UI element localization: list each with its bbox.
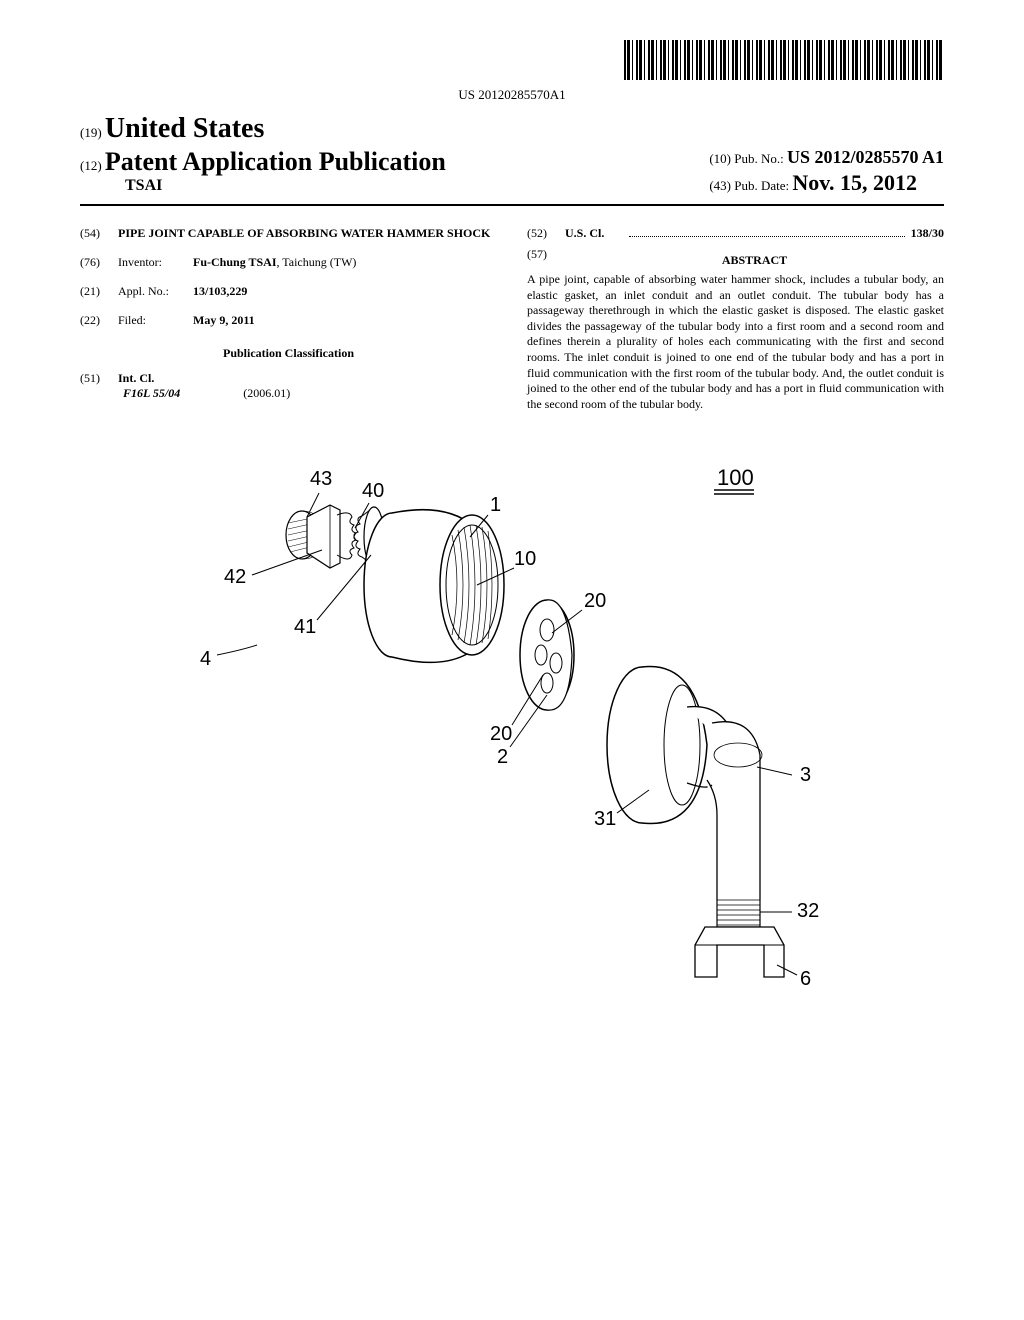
barcode-graphic	[624, 40, 944, 80]
document-header: (19) United States (12) Patent Applicati…	[80, 113, 944, 196]
code-51: (51)	[80, 371, 118, 386]
title-row: (54) PIPE JOINT CAPABLE OF ABSORBING WAT…	[80, 226, 497, 241]
elastic-gasket	[520, 600, 574, 710]
ref-2: 2	[497, 746, 508, 768]
classification-header: Publication Classification	[80, 346, 497, 361]
inventor-row: (76) Inventor: Fu-Chung TSAI, Taichung (…	[80, 255, 497, 270]
country-name: United States	[105, 113, 264, 144]
int-cl-year: (2006.01)	[243, 386, 290, 400]
publication-type: Patent Application Publication	[105, 147, 446, 176]
pub-no: US 2012/0285570 A1	[787, 147, 944, 167]
abstract-label: ABSTRACT	[565, 253, 944, 268]
applicant-name: TSAI	[125, 177, 709, 195]
ref-40: 40	[362, 480, 384, 502]
code-21: (21)	[80, 284, 118, 299]
barcode-number: US 20120285570A1	[80, 87, 944, 103]
code-19: (19)	[80, 125, 102, 140]
code-10: (10)	[709, 151, 731, 166]
int-cl-label: Int. Cl.	[118, 371, 290, 386]
pub-date-label: Pub. Date:	[734, 178, 789, 193]
inventor-location: , Taichung (TW)	[276, 255, 356, 269]
ref-100: 100	[717, 465, 754, 490]
filed-row: (22) Filed: May 9, 2011	[80, 313, 497, 328]
ref-42: 42	[224, 566, 246, 588]
us-cl-value: 138/30	[911, 226, 944, 241]
code-54: (54)	[80, 226, 118, 241]
ref-10: 10	[514, 548, 536, 570]
abstract-text: A pipe joint, capable of absorbing water…	[527, 272, 944, 412]
code-43: (43)	[709, 178, 731, 193]
appl-no: 13/103,229	[193, 284, 247, 299]
ref-3: 3	[800, 764, 811, 786]
ref-20b: 20	[490, 723, 512, 745]
pub-no-label: Pub. No.:	[734, 151, 783, 166]
int-cl-value: F16L 55/04	[123, 386, 180, 400]
ref-32: 32	[797, 900, 819, 922]
invention-title: PIPE JOINT CAPABLE OF ABSORBING WATER HA…	[118, 226, 490, 241]
code-22: (22)	[80, 313, 118, 328]
outlet-conduit	[607, 666, 784, 977]
int-cl-row: (51) Int. Cl. F16L 55/04 (2006.01)	[80, 371, 497, 401]
ref-20a: 20	[584, 590, 606, 612]
ref-6: 6	[800, 968, 811, 990]
ref-31: 31	[594, 808, 616, 830]
us-cl-label: U.S. Cl.	[565, 226, 623, 241]
us-cl-row: (52) U.S. Cl. 138/30	[527, 226, 944, 241]
ref-43: 43	[310, 468, 332, 490]
right-column: (52) U.S. Cl. 138/30 (57) ABSTRACT A pip…	[527, 226, 944, 415]
ref-4: 4	[200, 648, 211, 670]
appl-no-label: Appl. No.:	[118, 284, 193, 299]
patent-figure: 100	[152, 455, 872, 1035]
left-column: (54) PIPE JOINT CAPABLE OF ABSORBING WAT…	[80, 226, 497, 415]
inventor-name: Fu-Chung TSAI	[193, 255, 276, 269]
appl-no-row: (21) Appl. No.: 13/103,229	[80, 284, 497, 299]
inventor-label: Inventor:	[118, 255, 193, 270]
filed-label: Filed:	[118, 313, 193, 328]
header-divider	[80, 204, 944, 206]
bibliographic-content: (54) PIPE JOINT CAPABLE OF ABSORBING WAT…	[80, 226, 944, 415]
code-12: (12)	[80, 158, 102, 173]
figure-section: 100	[80, 455, 944, 1055]
tubular-body	[364, 510, 504, 663]
filed-date: May 9, 2011	[193, 313, 255, 328]
pub-date: Nov. 15, 2012	[792, 170, 917, 195]
ref-41: 41	[294, 616, 316, 638]
barcode-section: US 20120285570A1	[80, 40, 944, 103]
code-57: (57)	[527, 247, 565, 272]
ref-1: 1	[490, 494, 501, 516]
code-76: (76)	[80, 255, 118, 270]
code-52: (52)	[527, 226, 565, 241]
us-cl-dots	[629, 236, 905, 237]
